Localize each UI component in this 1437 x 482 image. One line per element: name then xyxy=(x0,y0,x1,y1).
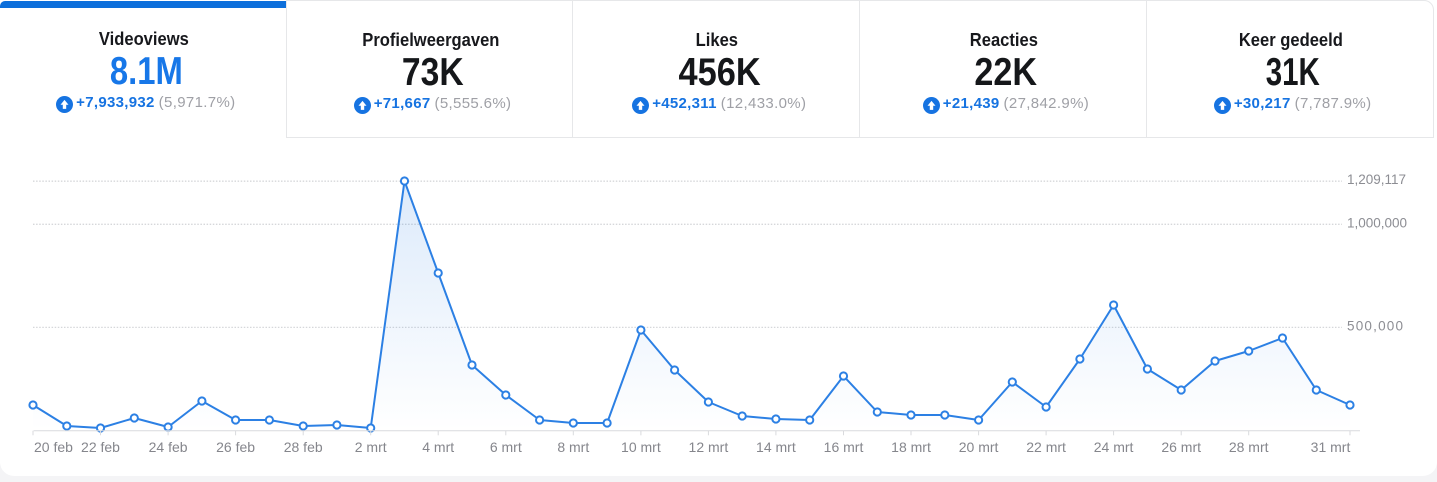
svg-text:20 feb: 20 feb xyxy=(34,439,73,455)
svg-text:26 mrt: 26 mrt xyxy=(1161,439,1201,455)
svg-text:16 mrt: 16 mrt xyxy=(824,439,864,455)
svg-text:12 mrt: 12 mrt xyxy=(689,439,729,455)
svg-text:22 feb: 22 feb xyxy=(81,439,120,455)
svg-text:28 mrt: 28 mrt xyxy=(1229,439,1269,455)
svg-text:6 mrt: 6 mrt xyxy=(490,439,522,455)
svg-text:1,209,117: 1,209,117 xyxy=(1347,172,1406,187)
svg-text:2 mrt: 2 mrt xyxy=(355,439,387,455)
svg-text:500,000: 500,000 xyxy=(1347,319,1404,334)
svg-text:26 feb: 26 feb xyxy=(216,439,255,455)
svg-text:14 mrt: 14 mrt xyxy=(756,439,796,455)
svg-text:24 feb: 24 feb xyxy=(149,439,188,455)
svg-text:31 mrt: 31 mrt xyxy=(1311,439,1351,455)
svg-text:20 mrt: 20 mrt xyxy=(959,439,999,455)
svg-text:10 mrt: 10 mrt xyxy=(621,439,661,455)
svg-text:4 mrt: 4 mrt xyxy=(422,439,454,455)
svg-text:22 mrt: 22 mrt xyxy=(1026,439,1066,455)
svg-text:18 mrt: 18 mrt xyxy=(891,439,931,455)
svg-text:8 mrt: 8 mrt xyxy=(557,439,589,455)
svg-text:1,000,000: 1,000,000 xyxy=(1347,216,1407,231)
svg-text:24 mrt: 24 mrt xyxy=(1094,439,1134,455)
svg-text:28 feb: 28 feb xyxy=(284,439,323,455)
